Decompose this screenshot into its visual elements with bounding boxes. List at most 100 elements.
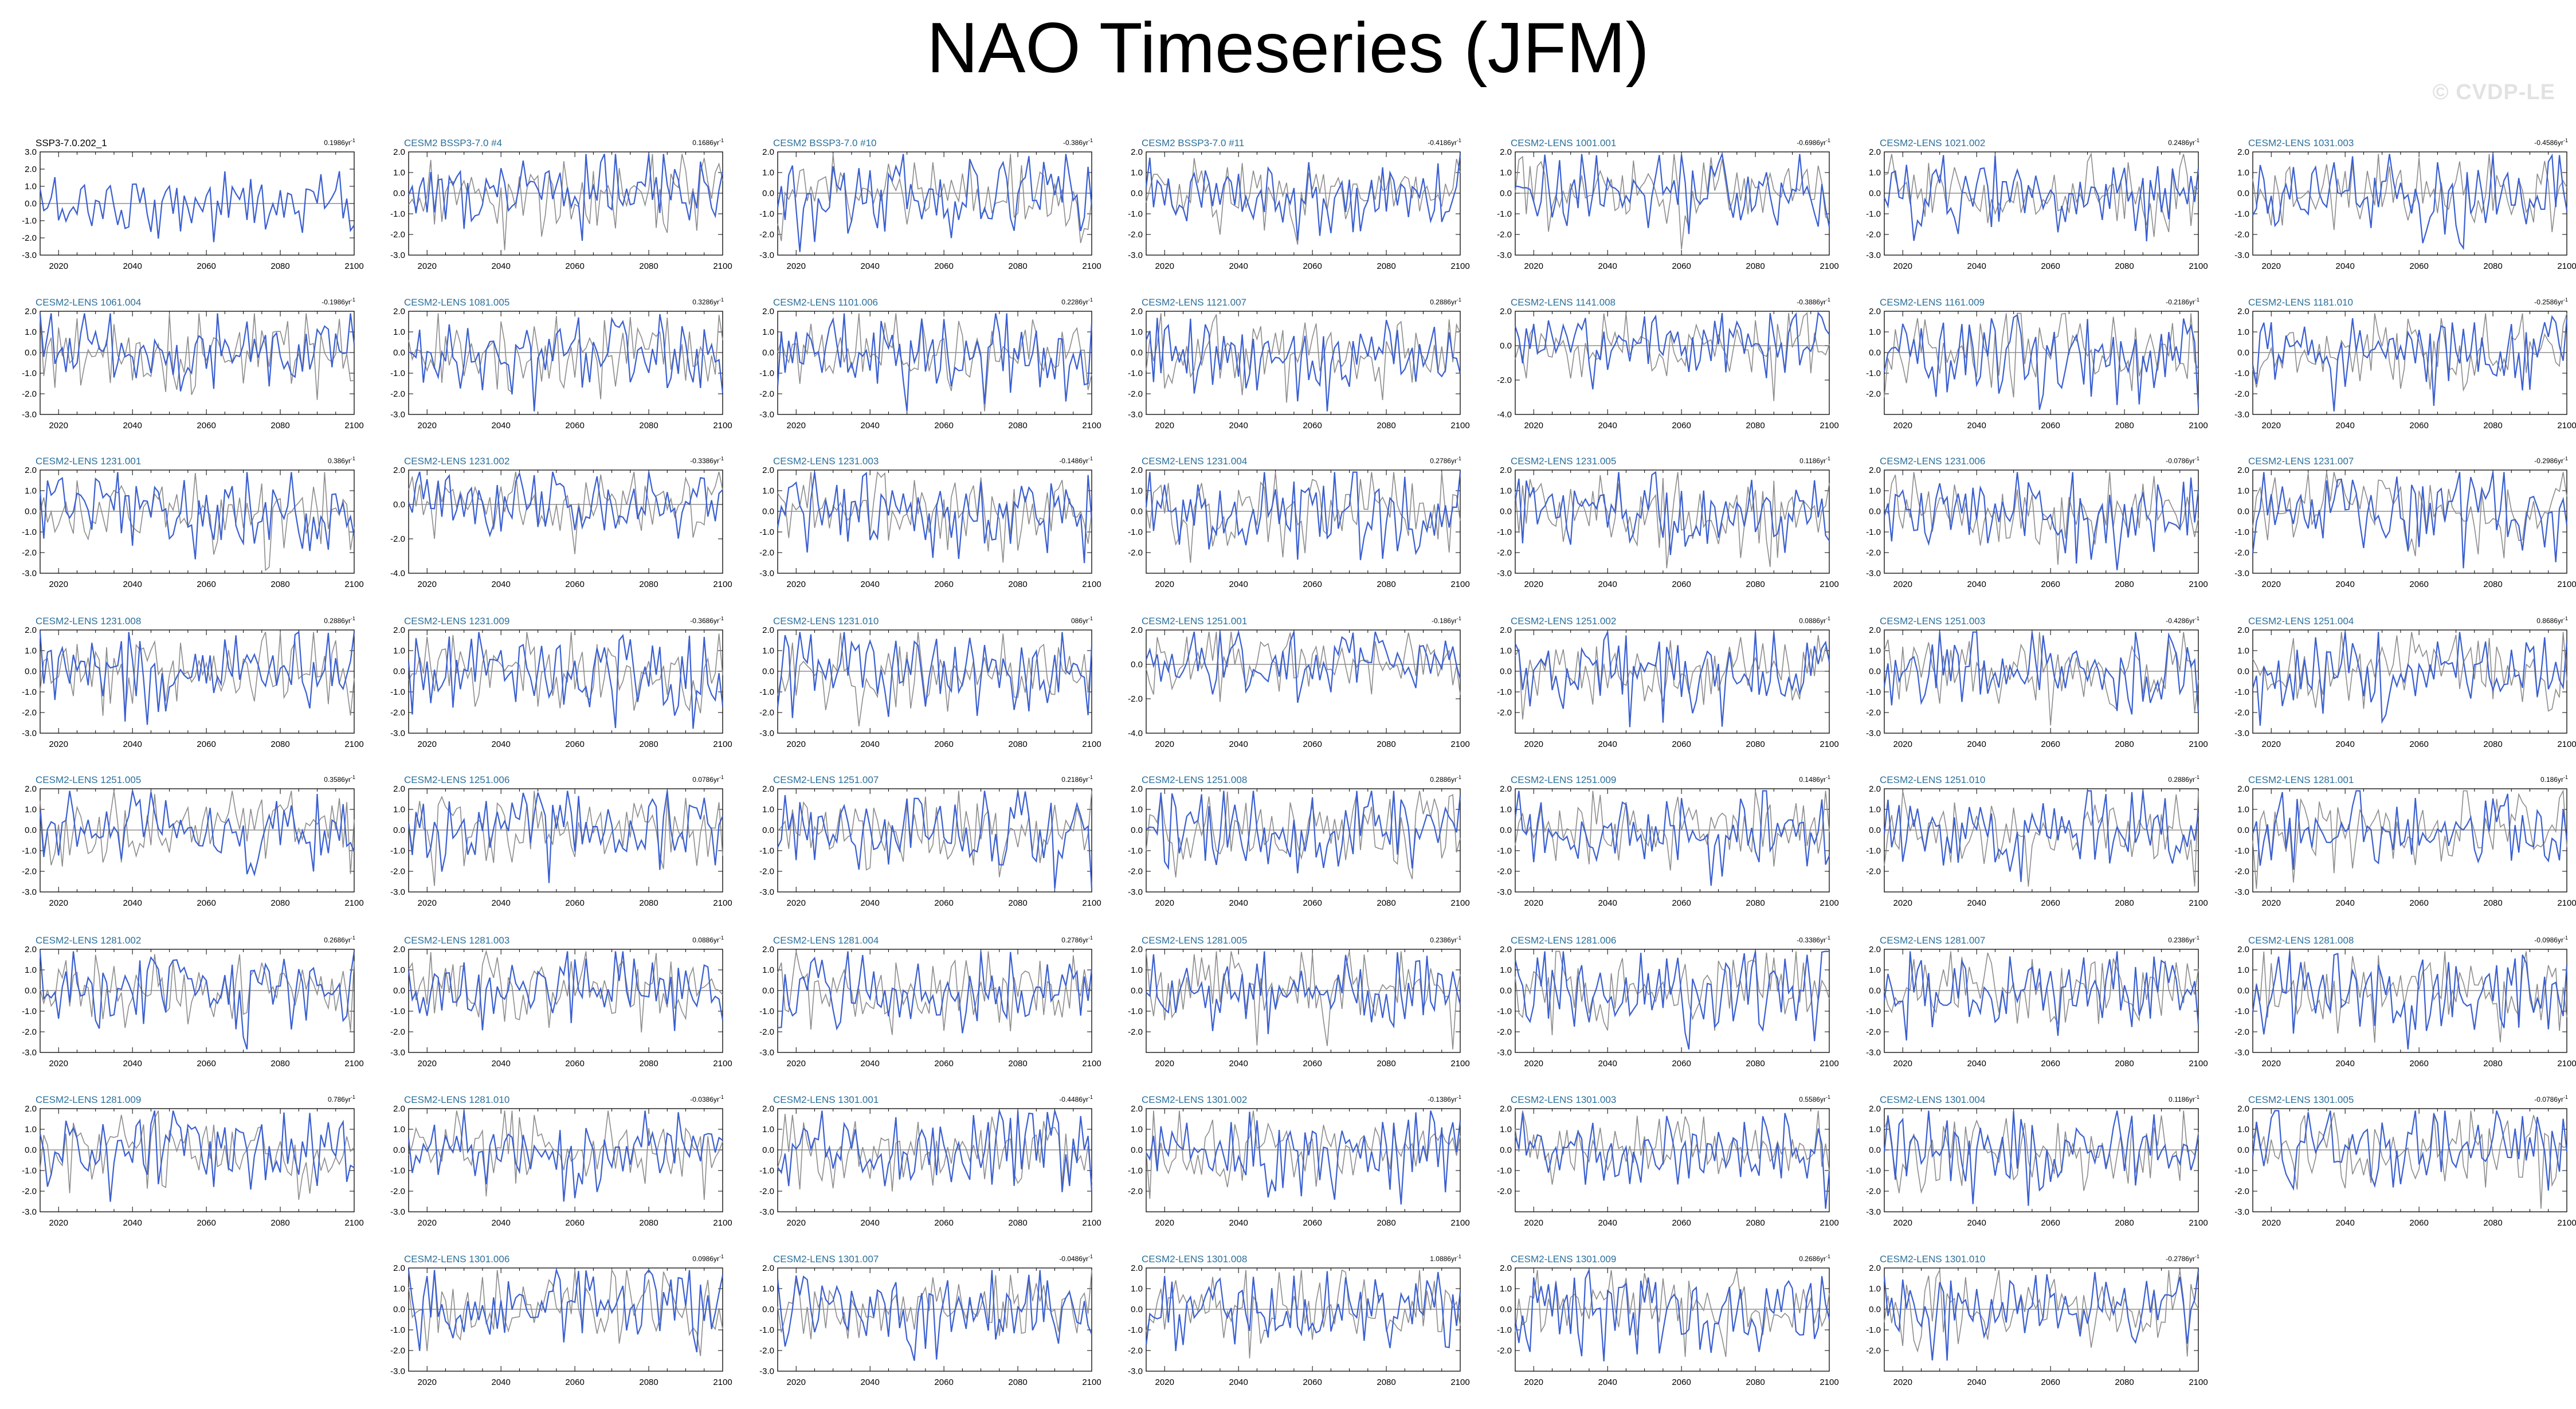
plot-frame	[40, 1108, 355, 1212]
y-tick-label: -3.0	[759, 887, 774, 897]
nao-panel: CESM2 BSSP3-7.0 #10 -0.386yr-1 2.0 1.0 0.0 -1…	[759, 138, 1101, 271]
panel-title: CESM2-LENS 1081.005	[404, 297, 509, 308]
x-tick-label: 2100	[1082, 1377, 1101, 1387]
x-tick-label: 2100	[713, 580, 732, 589]
y-tick-label: 1.0	[2237, 168, 2249, 178]
member-series-line	[777, 951, 1093, 1034]
trend-exponent: -1	[1088, 935, 1093, 941]
x-tick-label: 2060	[565, 739, 584, 749]
member-series-line	[2252, 790, 2568, 870]
trend-label: -0.3886yr-1	[1797, 297, 1830, 306]
x-tick-label: 2100	[1820, 898, 1838, 908]
reference-series-line	[1884, 152, 2199, 237]
y-tick-label: -1.0	[1866, 1007, 1881, 1016]
reference-series-line	[408, 790, 723, 886]
y-tick-label: -1.0	[1497, 527, 1512, 537]
y-tick-label: -1.0	[1128, 1166, 1143, 1176]
reference-series-line	[408, 313, 723, 400]
plot-frame	[2252, 1108, 2567, 1212]
x-tick-label: 2100	[344, 898, 363, 908]
y-tick-label: 0.0	[1131, 189, 1143, 198]
trend-label: 1.0886yr-1	[1430, 1254, 1461, 1263]
nao-panel: CESM2-LENS 1021.002 0.2486yr-1 2.0 1.0 0.0 -1…	[1866, 138, 2208, 271]
nao-panel: CESM2-LENS 1281.005 0.2386yr-1 2.0 1.0 0.0 -1…	[1128, 935, 1470, 1069]
y-tick-label: 1.0	[25, 805, 37, 815]
y-tick-label: -2.0	[22, 1187, 37, 1196]
x-tick-label: 2080	[1008, 580, 1027, 589]
y-tick-label: -3.0	[390, 1367, 405, 1376]
member-series-line	[407, 790, 724, 883]
reference-series-line	[408, 632, 723, 714]
x-tick-label: 2040	[1229, 1377, 1248, 1387]
trend-exponent: -1	[351, 935, 355, 941]
y-tick-label: -1.0	[1866, 687, 1881, 697]
y-tick-label: 1.0	[393, 1284, 405, 1294]
trend-exponent: -1	[1826, 1254, 1830, 1259]
x-tick-label: 2080	[270, 898, 289, 908]
y-tick-label: -1.0	[1497, 209, 1512, 219]
x-tick-label: 2100	[713, 1377, 732, 1387]
y-tick-label: 0.0	[1500, 507, 1512, 516]
x-tick-label: 2080	[2115, 421, 2134, 430]
x-tick-label: 2040	[1967, 739, 1986, 749]
y-tick-label: 2.0	[25, 945, 37, 954]
y-tick-label: -3.0	[759, 1367, 774, 1376]
trend-exponent: -1	[1457, 1094, 1461, 1100]
y-tick-label: -1.0	[1866, 1325, 1881, 1335]
y-tick-label: -3.0	[390, 1048, 405, 1058]
x-tick-label: 2080	[1746, 898, 1765, 908]
y-tick-label: 0.0	[25, 199, 37, 209]
x-tick-label: 2080	[2115, 898, 2134, 908]
x-tick-label: 2100	[2189, 898, 2208, 908]
x-tick-label: 2060	[934, 898, 953, 908]
y-tick-label: -3.0	[2234, 251, 2249, 260]
panel-title: CESM2-LENS 1281.003	[404, 935, 509, 946]
x-tick-label: 2100	[2189, 1377, 2208, 1387]
x-tick-label: 2040	[860, 421, 879, 430]
panel-title: CESM2-LENS 1281.010	[404, 1094, 509, 1105]
x-tick-label: 2100	[1450, 1059, 1469, 1069]
y-tick-label: 1.0	[1869, 646, 1881, 656]
x-tick-label: 2060	[2409, 580, 2428, 589]
panel-title: CESM2-LENS 1101.006	[773, 297, 878, 308]
x-tick-label: 2080	[1746, 580, 1765, 589]
x-tick-label: 2080	[270, 1059, 289, 1069]
reference-series-line	[2252, 1110, 2567, 1209]
y-tick-label: -1.0	[1866, 846, 1881, 856]
x-tick-label: 2060	[2409, 1218, 2428, 1228]
member-series-line	[1883, 472, 2199, 570]
nao-panel: CESM2-LENS 1231.006 -0.0786yr-1 2.0 1.0 0.0 -…	[1866, 456, 2208, 589]
y-tick-label: -3.0	[22, 1048, 37, 1058]
x-tick-label: 2080	[2115, 580, 2134, 589]
member-series-line	[1145, 318, 1461, 412]
y-tick-label: -1.0	[2234, 209, 2249, 219]
member-series-line	[1145, 154, 1461, 241]
x-tick-label: 2060	[565, 898, 584, 908]
panel-title: CESM2-LENS 1161.009	[1880, 297, 1985, 308]
y-tick-label: 0.0	[762, 1305, 774, 1314]
y-tick-label: -2.0	[2234, 1187, 2249, 1196]
plot-frame	[777, 629, 1092, 734]
panel-title: CESM2-LENS 1301.008	[1142, 1254, 1247, 1265]
x-tick-label: 2080	[2115, 1377, 2134, 1387]
x-tick-label: 2100	[1820, 1377, 1838, 1387]
y-tick-label: 2.0	[393, 307, 405, 316]
y-tick-label: -1.0	[1866, 527, 1881, 537]
trend-exponent: -1	[2563, 297, 2568, 303]
panel-title: CESM2-LENS 1231.008	[36, 616, 141, 627]
y-tick-label: 2.0	[2237, 307, 2249, 316]
y-tick-label: 2.0	[2237, 945, 2249, 954]
y-tick-label: -1.0	[759, 846, 774, 856]
y-tick-label: -3.0	[2234, 1207, 2249, 1217]
panel-title: CESM2-LENS 1301.006	[404, 1254, 509, 1265]
y-tick-label: -1.0	[2234, 687, 2249, 697]
plot-frame	[1146, 1267, 1461, 1372]
y-tick-label: 1.0	[2237, 486, 2249, 496]
y-tick-label: -2.0	[1497, 1346, 1512, 1356]
panel-title: CESM2 BSSP3-7.0 #11	[1142, 138, 1244, 148]
x-tick-label: 2020	[49, 1218, 68, 1228]
panel-title: CESM2-LENS 1251.010	[1880, 774, 1985, 785]
y-tick-label: 2.0	[1131, 147, 1143, 157]
x-tick-label: 2100	[1820, 580, 1838, 589]
panel-title: CESM2-LENS 1231.007	[2248, 456, 2354, 467]
